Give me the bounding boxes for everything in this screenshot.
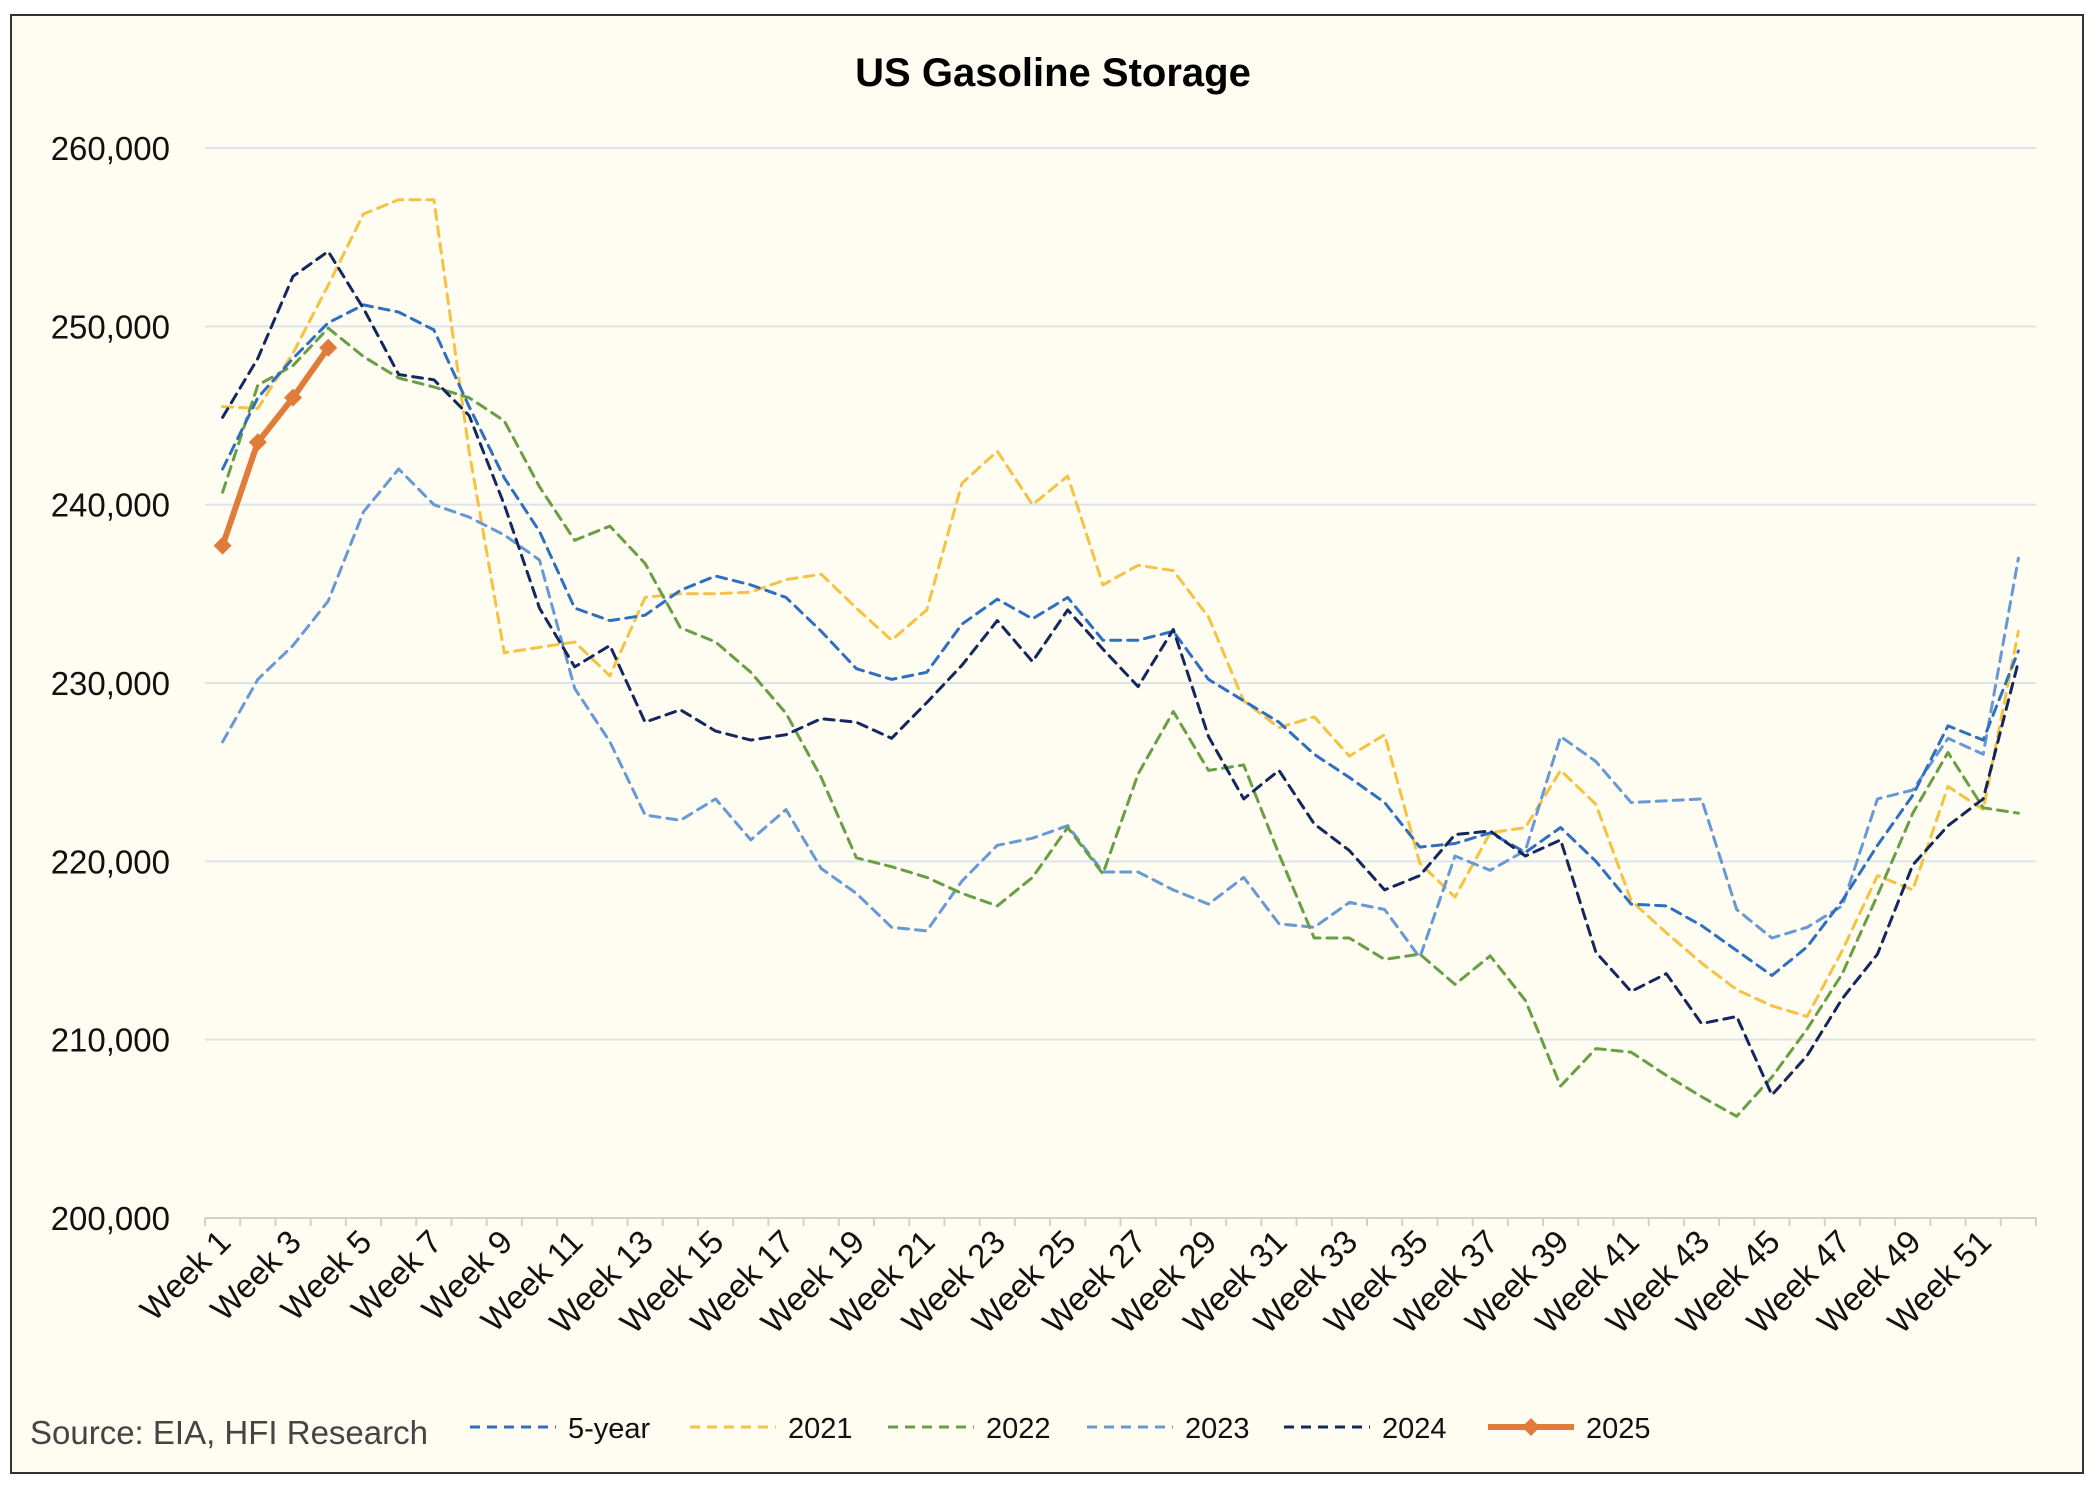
series-line-2023 <box>221 467 2020 960</box>
chart-title: US Gasoline Storage <box>855 51 1251 95</box>
x-tick-marks <box>204 1218 2037 1226</box>
series-line-2022 <box>221 326 2020 1118</box>
series-line-2021 <box>221 198 2020 1018</box>
y-tick-labels: 200,000 210,000 220,000 230,000 240,000 250,0… <box>51 130 170 1237</box>
y-tick-label: 220,000 <box>51 843 170 880</box>
legend-label-2024: 2024 <box>1382 1413 1447 1445</box>
series-point-2025 <box>248 433 267 452</box>
y-tick-label: 210,000 <box>51 1022 170 1059</box>
legend-label-2022: 2022 <box>986 1413 1051 1445</box>
series-point-2025 <box>213 536 232 555</box>
legend-label-5-year: 5-year <box>568 1413 651 1445</box>
y-tick-label: 260,000 <box>51 130 170 167</box>
y-tick-label: 230,000 <box>51 665 170 702</box>
series-line-5-year <box>221 303 2020 977</box>
legend-label-2025: 2025 <box>1586 1413 1651 1445</box>
series-point-2025 <box>319 338 338 357</box>
series-point-2025 <box>284 388 303 407</box>
series-line-2025 <box>219 344 332 549</box>
y-tick-label: 240,000 <box>51 487 170 524</box>
series-markers <box>213 338 338 555</box>
series-line-2024 <box>221 249 2020 1097</box>
gridlines <box>205 147 2036 1041</box>
legend-marker-2025 <box>1522 1418 1540 1436</box>
source-note: Source: EIA, HFI Research <box>30 1414 428 1451</box>
legend-label-2021: 2021 <box>788 1413 853 1445</box>
y-tick-label: 200,000 <box>51 1200 170 1237</box>
legend-label-2023: 2023 <box>1185 1413 1250 1445</box>
legend: 5-year 2021 2022 2023 2024 2025 <box>470 1413 1651 1445</box>
y-tick-label: 250,000 <box>51 308 170 345</box>
chart-frame <box>10 14 2084 1474</box>
series-lines <box>219 198 2020 1118</box>
